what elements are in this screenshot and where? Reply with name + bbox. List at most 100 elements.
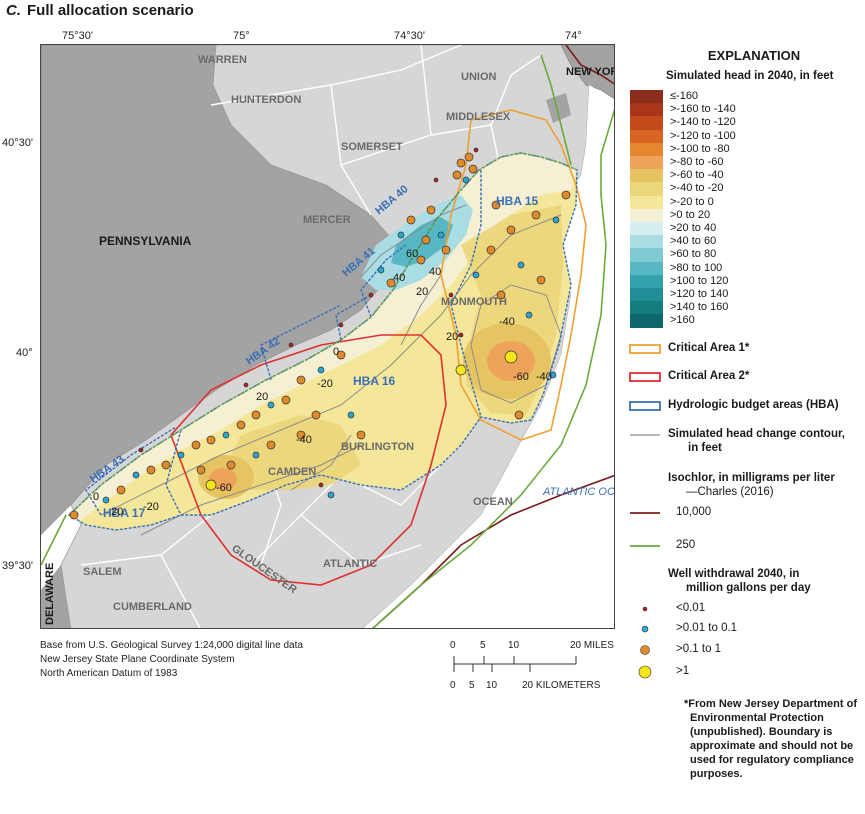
scale-bar: 0 5 10 20 MILES 0 5 10 20 KILOMETERS [450, 640, 620, 695]
well-point [252, 451, 260, 459]
ramp-label: >-160 to -140 [670, 103, 736, 116]
well-point [486, 245, 496, 255]
footnote-line: purposes. [690, 768, 743, 780]
well-point [377, 266, 385, 274]
well-point [452, 170, 462, 180]
ramp-swatch [630, 116, 663, 131]
footnote-line: approximate and should not be [690, 740, 854, 752]
scale-miles-tick: 5 [480, 640, 486, 651]
ramp-swatch [630, 182, 663, 197]
longitude-label: 74°30' [394, 30, 425, 42]
isochlor-250-north [540, 54, 572, 166]
well-size-label: <0.01 [676, 602, 706, 614]
hba-label: Hydrologic budget areas (HBA) [668, 399, 839, 411]
well-point [368, 292, 374, 298]
critical-area-2 [170, 334, 447, 586]
well-point [456, 158, 466, 168]
staten-island [546, 93, 571, 123]
ramp-label: >160 [670, 314, 695, 327]
well-size-label: >0.1 to 1 [676, 643, 722, 655]
well-point [517, 261, 525, 269]
ramp-label: >100 to 120 [670, 274, 729, 287]
contour-label: -60 [216, 482, 232, 494]
ramp-swatch [630, 169, 663, 183]
well-point [458, 332, 464, 338]
contour-label-1: Simulated head change contour, [668, 428, 846, 440]
well-point [267, 401, 275, 409]
well-symbol-xlarge [638, 665, 652, 679]
scale-km-tick: 0 [450, 680, 456, 691]
delaware-bay [41, 505, 81, 590]
well-symbols [638, 606, 652, 679]
ramp-label: >-20 to 0 [670, 195, 714, 208]
well-point [338, 322, 344, 328]
well-point [327, 491, 335, 499]
well-point [116, 485, 126, 495]
ramp-swatch [630, 103, 663, 117]
panel-title: C. Full allocation scenario [6, 2, 194, 19]
well-point [206, 435, 216, 445]
well-point [514, 410, 524, 420]
isochlor-title-1: Isochlor, in milligrams per liter [668, 472, 835, 484]
scale-km-tick: 10 [486, 680, 498, 691]
well-point [146, 465, 156, 475]
ramp-label: >-60 to -40 [670, 169, 724, 182]
county-label: MERCER [303, 214, 351, 226]
contour-label-2: in feet [688, 442, 722, 454]
well-point [448, 292, 454, 298]
legend-head-title: Simulated head in 2040, in feet [666, 70, 834, 82]
well-point [138, 447, 144, 453]
well-point [296, 430, 306, 440]
well-point [491, 200, 501, 210]
ramp-swatch [630, 288, 663, 302]
isochlor-250-west [41, 514, 67, 566]
well-point [281, 395, 291, 405]
well-point [552, 216, 560, 224]
well-point [102, 496, 110, 504]
well-point [455, 364, 467, 376]
isochlor-250-swatch [630, 545, 660, 547]
contour-label: 60 [406, 248, 418, 260]
ramp-swatch [630, 156, 663, 170]
hba-swatch [629, 401, 661, 411]
isochlor-250-label: 250 [676, 539, 696, 551]
well-point [421, 235, 431, 245]
contour-label: 0 [93, 491, 99, 503]
scale-miles-tick: 20 MILES [570, 640, 614, 651]
well-point [196, 465, 206, 475]
well-point [416, 255, 426, 265]
well-point [222, 431, 230, 439]
county-label: CAMDEN [268, 466, 316, 478]
well-point [251, 410, 261, 420]
scale-miles-tick: 10 [508, 640, 520, 651]
well-point [266, 440, 276, 450]
well-point [464, 152, 474, 162]
scale-km-tick: 5 [469, 680, 475, 691]
well-point [549, 371, 557, 379]
contour-label: 0 [333, 346, 339, 358]
well-point [356, 430, 366, 440]
well-point [296, 375, 306, 385]
well-point [437, 231, 445, 239]
legend: EXPLANATION Simulated head in 2040, in f… [628, 44, 865, 814]
contour-label: 40 [429, 266, 441, 278]
well-point [347, 411, 355, 419]
ramp-label: >-140 to -120 [670, 116, 736, 129]
well-point [69, 510, 79, 520]
well-point [525, 311, 533, 319]
well-point [386, 278, 396, 288]
ramp-label: >-120 to -100 [670, 129, 736, 142]
contour-label: -40 [296, 434, 312, 446]
well-point [561, 190, 571, 200]
well-point [236, 420, 246, 430]
map-frame: WARREN HUNTERDON SOMERSET MERCER UNION M… [40, 44, 615, 629]
ramp-swatch [630, 195, 663, 210]
hba-label: HBA 15 [496, 194, 539, 208]
contour-label: -40 [499, 316, 515, 328]
county-label: MIDDLESEX [446, 111, 511, 123]
contour-swatch [630, 434, 660, 436]
footnote-line: used for regulatory compliance [690, 754, 854, 766]
critical-area-1-swatch [629, 344, 661, 354]
ramp-swatch [630, 208, 663, 223]
legend-title: EXPLANATION [707, 48, 801, 63]
